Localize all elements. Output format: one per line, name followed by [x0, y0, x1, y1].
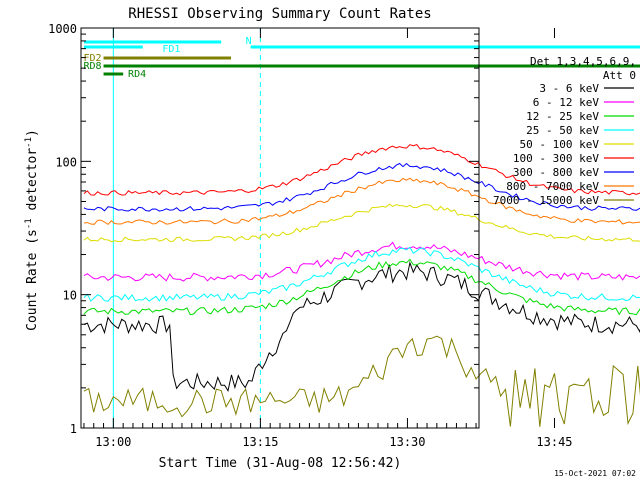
legend-label-8: 800 - 7000 keV — [506, 180, 599, 193]
series-line-7 — [83, 162, 640, 212]
x-axis-label: Start Time (31-Aug-08 12:56:42) — [159, 456, 402, 471]
x-tick-label-2: 13:15 — [242, 435, 278, 449]
y-tick-label-2: 10 — [63, 289, 77, 303]
legend-title-line-2: Att 0 — [603, 69, 636, 82]
legend-label-5: 50 - 100 keV — [520, 138, 600, 151]
x-tick-label-4: 13:45 — [536, 435, 572, 449]
y-label-sup-2: -1 — [24, 137, 34, 148]
legend-label-1: 3 - 6 keV — [539, 82, 599, 95]
series-line-5 — [83, 203, 640, 243]
y-label-part-1: Count Rate (s — [25, 229, 40, 331]
flag-label-rd4: RD4 — [128, 69, 146, 80]
series-line-3 — [83, 258, 640, 316]
series-line-1 — [83, 260, 640, 393]
y-label-sup-1: -1 — [24, 218, 34, 229]
flag-label-rd8: RD8 — [84, 61, 102, 72]
y-tick-label-4: 1000 — [48, 22, 77, 36]
footer-timestamp: 15-Oct-2021 07:02 — [554, 469, 636, 478]
flag-label-n: N — [246, 36, 252, 47]
legend-label-6: 100 - 300 keV — [513, 152, 599, 165]
series-line-4 — [83, 246, 640, 302]
legend-label-3: 12 - 25 keV — [526, 110, 599, 123]
x-tick-label-3: 13:30 — [389, 435, 425, 449]
flag-label-fd1: FD1 — [162, 44, 180, 55]
legend-title-line-1: Det 1,3,4,5,6,9, — [530, 55, 636, 68]
legend-label-7: 300 - 800 keV — [513, 166, 599, 179]
y-tick-label-1: 1 — [70, 422, 77, 436]
series-line-8 — [83, 177, 640, 226]
legend-label-4: 25 - 50 keV — [526, 124, 599, 137]
flag-label-fd2: FD2 — [84, 53, 102, 64]
series-line-2 — [83, 241, 640, 282]
series-line-6 — [83, 144, 640, 196]
y-label-part-3: ) — [25, 129, 40, 137]
legend-label-2: 6 - 12 keV — [533, 96, 600, 109]
series-line-9 — [83, 335, 640, 427]
y-tick-label-3: 100 — [55, 155, 77, 169]
y-axis-label: Count Rate (s-1 detector-1) — [24, 129, 40, 331]
x-tick-label-1: 13:00 — [95, 435, 131, 449]
legend-label-9: 7000 - 15000 keV — [493, 194, 599, 207]
y-label-part-2: detector — [25, 148, 40, 219]
chart-title: RHESSI Observing Summary Count Rates — [128, 6, 431, 22]
